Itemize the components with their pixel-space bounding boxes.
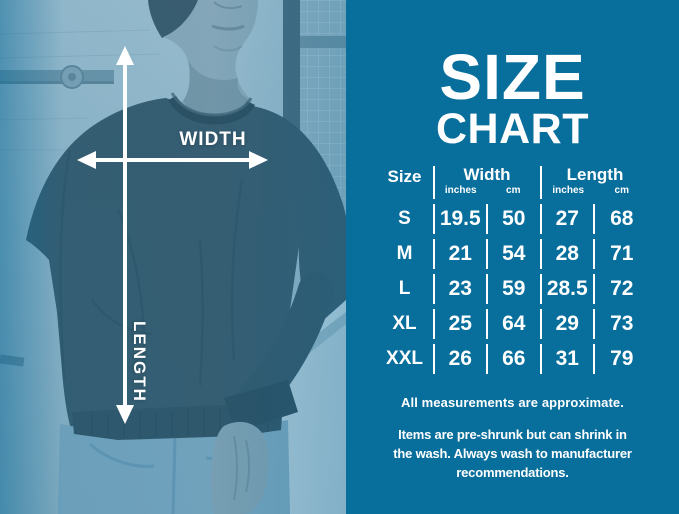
cell-length-in: 29 bbox=[542, 309, 595, 340]
cell-width-in: 26 bbox=[435, 344, 488, 375]
title-line-chart: CHART bbox=[436, 105, 589, 154]
cell-length-cm: 72 bbox=[610, 277, 634, 301]
arrowhead-right-icon bbox=[249, 151, 268, 169]
cell-length-cm: 71 bbox=[610, 242, 634, 266]
hand bbox=[211, 421, 269, 514]
cell-width-in: 25 bbox=[435, 309, 488, 340]
cell-size: M bbox=[377, 239, 435, 270]
cell-size: S bbox=[377, 204, 435, 235]
table-row-l: L 23 59 28.5 72 bbox=[377, 274, 649, 305]
size-table: Size Width inches cm Length inches cm bbox=[377, 165, 649, 375]
table-row-xxl: XXL 26 66 31 79 bbox=[377, 344, 649, 375]
width-arrow bbox=[77, 150, 268, 170]
cell-size: L bbox=[377, 274, 435, 305]
product-photo: WIDTH LENGTH bbox=[0, 0, 346, 514]
table-row-m: M 21 54 28 71 bbox=[377, 239, 649, 270]
cell-length-in: 27 bbox=[542, 204, 595, 235]
cell-length-in: 31 bbox=[542, 344, 595, 375]
header-width: Width bbox=[463, 165, 511, 185]
cell-width-in: 21 bbox=[435, 239, 488, 270]
note-approximate: All measurements are approximate. bbox=[401, 395, 624, 411]
cell-width-cm: 59 bbox=[488, 274, 542, 305]
cell-length-cm: 68 bbox=[610, 207, 634, 231]
header-width-inches: inches bbox=[444, 185, 477, 197]
model-photo-illustration bbox=[0, 0, 346, 514]
cell-length-in: 28.5 bbox=[542, 274, 595, 305]
cell-size: XL bbox=[377, 309, 435, 340]
header-length-inches: inches bbox=[552, 185, 585, 197]
cell-width-cm: 54 bbox=[488, 239, 542, 270]
header-length-group: Length inches cm bbox=[542, 166, 649, 199]
cell-length-in: 28 bbox=[542, 239, 595, 270]
table-row-xl: XL 25 64 29 73 bbox=[377, 309, 649, 340]
header-length: Length bbox=[566, 165, 624, 185]
length-label: LENGTH bbox=[130, 321, 149, 403]
width-label: WIDTH bbox=[179, 129, 247, 150]
size-chart-panel: SIZE CHART Size Width inches cm Length i… bbox=[346, 0, 679, 514]
cell-width-cm: 66 bbox=[488, 344, 542, 375]
title-line-size: SIZE bbox=[439, 41, 586, 113]
cell-width-in: 23 bbox=[435, 274, 488, 305]
header-length-cm: cm bbox=[614, 185, 629, 197]
header-width-cm: cm bbox=[506, 185, 521, 197]
cell-width-in: 19.5 bbox=[435, 204, 488, 235]
cell-width-cm: 50 bbox=[488, 204, 542, 235]
cell-size: XXL bbox=[377, 344, 435, 375]
arrowhead-down-icon bbox=[116, 405, 134, 424]
header-width-group: Width inches cm bbox=[435, 165, 542, 200]
cell-length-cm: 79 bbox=[610, 347, 634, 371]
cell-width-cm: 64 bbox=[488, 309, 542, 340]
page-title: SIZE CHART bbox=[346, 41, 679, 154]
table-row-s: S 19.5 50 27 68 bbox=[377, 204, 649, 235]
header-size: Size bbox=[377, 166, 435, 200]
note-preshrunk: Items are pre-shrunk but can shrink in t… bbox=[393, 427, 632, 481]
cell-length-cm: 73 bbox=[610, 312, 634, 336]
table-header: Size Width inches cm Length inches cm bbox=[377, 165, 649, 200]
